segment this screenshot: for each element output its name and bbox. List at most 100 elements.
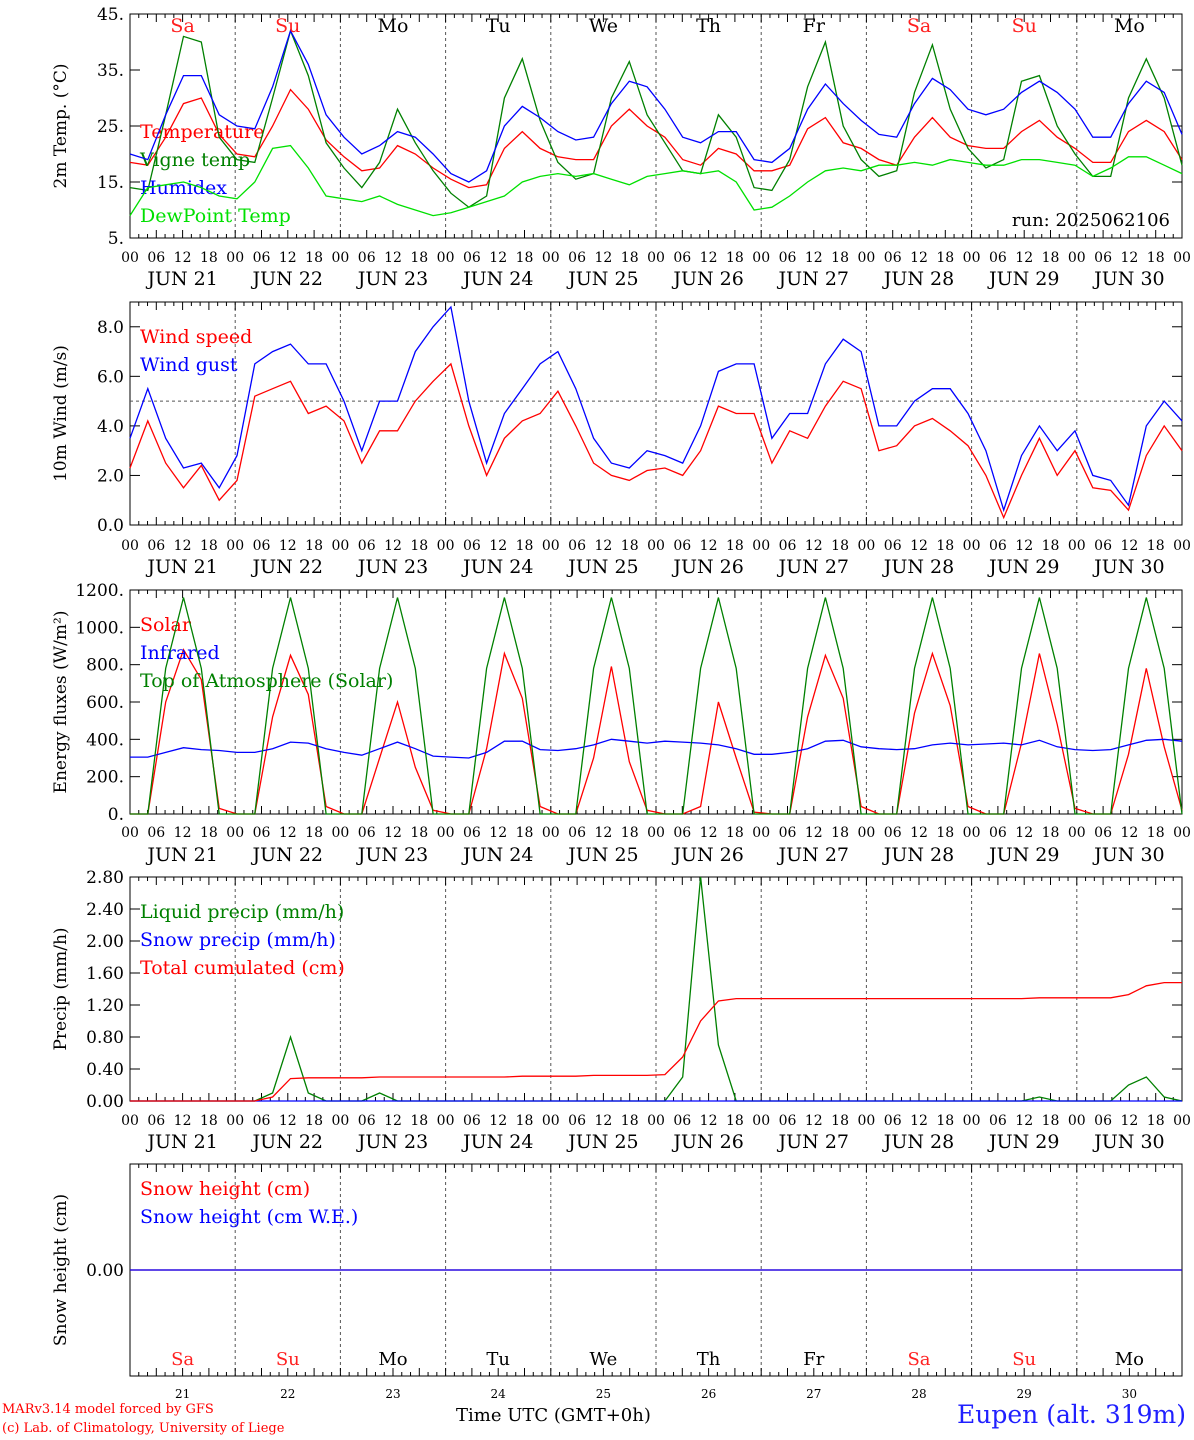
date-label: JUN 28 bbox=[882, 1131, 954, 1153]
legend-entry: Total cumulated (cm) bbox=[140, 957, 345, 979]
y-tick-label: 1.20 bbox=[86, 996, 124, 1016]
y-tick-label: 1200. bbox=[75, 581, 124, 601]
hour-tick-label: 12 bbox=[910, 538, 928, 554]
hour-tick-label: 18 bbox=[621, 1113, 639, 1129]
day-number-label: 28 bbox=[911, 1387, 926, 1401]
hour-tick-label: 00 bbox=[331, 825, 349, 841]
day-number-label: 27 bbox=[806, 1387, 821, 1401]
hour-tick-label: 12 bbox=[594, 1113, 612, 1129]
y-axis-label: Precip (mm/h) bbox=[51, 927, 71, 1050]
weekday-label: Th bbox=[697, 1349, 721, 1370]
hour-tick-label: 00 bbox=[1068, 538, 1086, 554]
panel-snow: 0.00 Snow height (cm) Snow height (cm) Snow… bbox=[51, 1163, 1183, 1401]
hour-tick-label: 00 bbox=[752, 538, 770, 554]
hour-tick-label: 12 bbox=[805, 538, 823, 554]
y-tick-label: 4.0 bbox=[97, 417, 124, 437]
hour-tick-label: 18 bbox=[1042, 250, 1060, 266]
hour-tick-label: 00 bbox=[963, 1113, 981, 1129]
hour-tick-label: 18 bbox=[1042, 825, 1060, 841]
hour-tick-label: 00 bbox=[331, 538, 349, 554]
hour-tick-label: 18 bbox=[936, 538, 954, 554]
hour-tick-label: 12 bbox=[384, 250, 402, 266]
hour-tick-label: 18 bbox=[831, 825, 849, 841]
date-label: JUN 29 bbox=[987, 1131, 1059, 1153]
y-axis-label: Snow height (cm) bbox=[51, 1194, 71, 1346]
hour-tick-label: 00 bbox=[647, 1113, 665, 1129]
hour-tick-label: 12 bbox=[489, 1113, 507, 1129]
hour-tick-label: 12 bbox=[174, 250, 192, 266]
date-label: JUN 21 bbox=[145, 1131, 217, 1153]
date-label: JUN 21 bbox=[145, 268, 217, 290]
hour-tick-label: 00 bbox=[857, 250, 875, 266]
hour-tick-label: 00 bbox=[963, 825, 981, 841]
hour-tick-label: 00 bbox=[963, 250, 981, 266]
hour-tick-label: 06 bbox=[568, 538, 586, 554]
hour-tick-label: 12 bbox=[910, 250, 928, 266]
weekday-label: Mo bbox=[1115, 1349, 1144, 1370]
hour-tick-label: 06 bbox=[358, 825, 376, 841]
weekday-label: Tu bbox=[486, 15, 511, 37]
date-label: JUN 30 bbox=[1092, 556, 1164, 578]
weekday-label: Su bbox=[1012, 1349, 1036, 1370]
hour-tick-label: 18 bbox=[726, 825, 744, 841]
day-number-label: 25 bbox=[596, 1387, 611, 1401]
hour-tick-label: 12 bbox=[279, 250, 297, 266]
hour-tick-label: 00 bbox=[121, 1113, 139, 1129]
hour-tick-label: 06 bbox=[463, 825, 481, 841]
y-tick-label: 2.80 bbox=[86, 868, 124, 888]
hour-tick-label: 06 bbox=[779, 538, 797, 554]
hour-tick-label: 18 bbox=[726, 1113, 744, 1129]
legend-entry: Wind gust bbox=[140, 354, 238, 376]
y-tick-label: 200. bbox=[86, 768, 124, 788]
day-number-label: 21 bbox=[175, 1387, 190, 1401]
date-label: JUN 28 bbox=[882, 268, 954, 290]
hour-tick-label: 00 bbox=[857, 538, 875, 554]
hour-tick-label: 12 bbox=[174, 825, 192, 841]
date-label: JUN 27 bbox=[777, 844, 849, 866]
hour-tick-label: 12 bbox=[910, 1113, 928, 1129]
hour-tick-label: 06 bbox=[568, 1113, 586, 1129]
y-tick-label: 0.80 bbox=[86, 1028, 124, 1048]
date-label: JUN 25 bbox=[566, 556, 638, 578]
hour-tick-label: 00 bbox=[1068, 250, 1086, 266]
hour-tick-label: 18 bbox=[516, 1113, 534, 1129]
hour-tick-label: 00 bbox=[542, 825, 560, 841]
date-label: JUN 26 bbox=[671, 556, 743, 578]
legend-entry: Solar bbox=[140, 614, 192, 636]
weekday-label: Mo bbox=[1114, 15, 1145, 37]
legend-entry: Humidex bbox=[140, 177, 227, 199]
date-label: JUN 27 bbox=[777, 1131, 849, 1153]
hour-tick-label: 00 bbox=[1173, 1113, 1191, 1129]
hour-tick-label: 06 bbox=[673, 538, 691, 554]
hour-tick-label: 18 bbox=[831, 1113, 849, 1129]
hour-tick-label: 18 bbox=[516, 250, 534, 266]
y-tick-label: 400. bbox=[86, 730, 124, 750]
weekday-label: Su bbox=[275, 15, 300, 37]
y-tick-label: 5. bbox=[108, 229, 124, 249]
hour-tick-label: 18 bbox=[831, 250, 849, 266]
hour-tick-label: 12 bbox=[1120, 538, 1138, 554]
hour-tick-label: 00 bbox=[542, 538, 560, 554]
date-label: JUN 21 bbox=[145, 556, 217, 578]
date-label: JUN 27 bbox=[777, 556, 849, 578]
hour-tick-label: 00 bbox=[226, 825, 244, 841]
hour-tick-label: 18 bbox=[1042, 1113, 1060, 1129]
hour-tick-label: 06 bbox=[779, 250, 797, 266]
date-label: JUN 22 bbox=[251, 844, 323, 866]
date-label: JUN 29 bbox=[987, 268, 1059, 290]
hour-tick-label: 18 bbox=[200, 538, 218, 554]
hour-tick-label: 12 bbox=[594, 250, 612, 266]
plot-frame bbox=[129, 589, 1183, 815]
hour-tick-label: 06 bbox=[253, 825, 271, 841]
hour-tick-label: 12 bbox=[1015, 250, 1033, 266]
hour-tick-label: 18 bbox=[1147, 538, 1165, 554]
hour-tick-label: 18 bbox=[621, 825, 639, 841]
hour-tick-label: 12 bbox=[174, 1113, 192, 1129]
hour-tick-label: 06 bbox=[673, 825, 691, 841]
hour-tick-label: 00 bbox=[752, 825, 770, 841]
weekday-label: Mo bbox=[378, 1349, 407, 1370]
date-label: JUN 24 bbox=[461, 556, 533, 578]
day-number-label: 23 bbox=[385, 1387, 400, 1401]
hour-tick-label: 06 bbox=[147, 825, 165, 841]
